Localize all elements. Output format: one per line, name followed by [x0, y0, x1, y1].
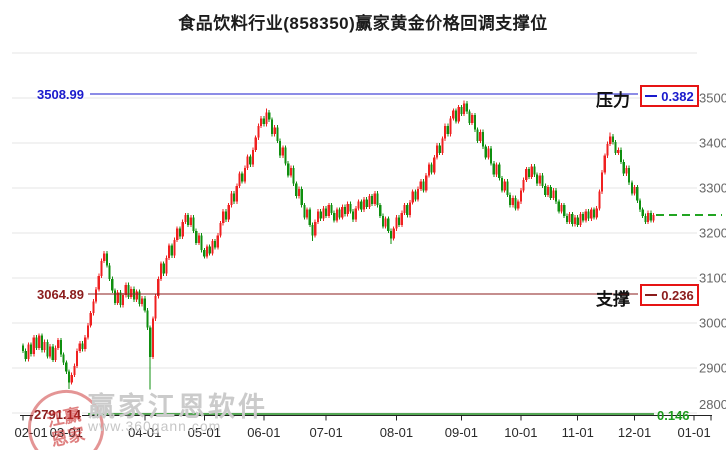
- x-axis-tick-label: 03-01: [50, 425, 83, 440]
- x-axis-tick-label: 02-01: [14, 425, 47, 440]
- x-axis-tick-label: 01-01: [677, 425, 710, 440]
- support-line-sample-icon: [645, 294, 658, 296]
- x-axis-tick-label: 05-01: [188, 425, 221, 440]
- watermark-url: www.360gann.com: [88, 418, 222, 434]
- y-axis-tick-label: 3000: [699, 316, 726, 331]
- y-axis-tick-label: 3500: [699, 91, 726, 106]
- page-title: 食品饮料行业(858350)赢家黄金价格回调支撑位: [178, 14, 548, 33]
- resistance-ratio-box: 0.382: [640, 85, 699, 107]
- support-ratio-value: 0.236: [661, 287, 694, 303]
- resistance-line-sample-icon: [645, 95, 658, 97]
- x-axis-tick-label: 08-01: [380, 425, 413, 440]
- y-axis-tick-label: 3300: [699, 181, 726, 196]
- x-axis-tick-label: 09-01: [445, 425, 478, 440]
- y-axis-tick-label: 3100: [699, 271, 726, 286]
- x-axis-tick-label: 10-01: [504, 425, 537, 440]
- x-axis-tick-label: 07-01: [309, 425, 342, 440]
- watermark-brand: 赢家江恩软件: [88, 392, 268, 422]
- x-axis-tick-label: 11-01: [562, 425, 594, 440]
- x-axis-tick-label: 12-01: [618, 425, 651, 440]
- resistance-price-label: 3508.99: [37, 87, 84, 102]
- axis-layer: 02-01 03-01 04-01 05-01 06-01 07-01 08-01 09-01…: [14, 415, 712, 440]
- y-axis-tick-label: 2800: [699, 397, 726, 412]
- support-ratio-box: 0.236: [640, 284, 699, 306]
- y-axis-tick-label: 3200: [699, 226, 726, 241]
- candles-layer: [21, 100, 655, 390]
- base-price-label: 2791.14: [33, 407, 82, 422]
- support-price-label: 3064.89: [37, 287, 84, 302]
- x-axis-tick-label: 04-01: [128, 425, 161, 440]
- support-label: 支撑: [596, 290, 630, 309]
- resistance-ratio-value: 0.382: [661, 88, 694, 104]
- x-axis-tick-label: 06-01: [247, 425, 280, 440]
- y-axis-tick-label: 3400: [699, 136, 726, 151]
- levels-layer: [88, 93, 722, 415]
- base-ratio-label: 0.146: [657, 408, 690, 423]
- y-axis-tick-label: 2900: [699, 361, 726, 376]
- resistance-label: 压力: [596, 91, 630, 110]
